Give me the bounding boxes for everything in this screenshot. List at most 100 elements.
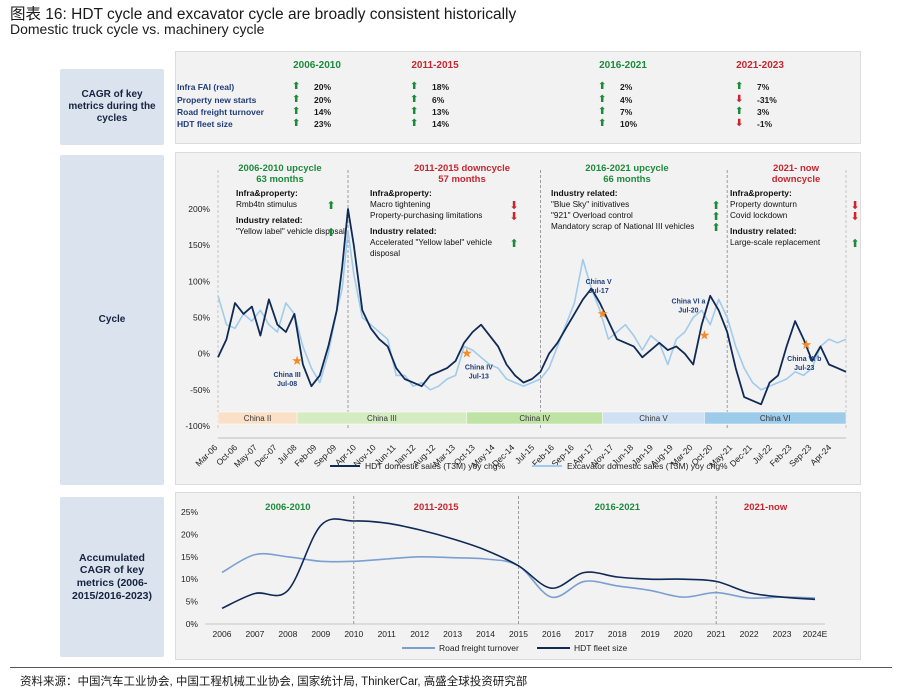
up-arrow-icon: ⬆ (711, 211, 720, 223)
x-tick-label: 2022 (740, 629, 759, 639)
x-tick-label: 2021 (707, 629, 726, 639)
x-tick-label: 2016 (542, 629, 561, 639)
metric-label: Property new starts (177, 95, 257, 105)
x-tick-label: Sep-09 (312, 442, 339, 469)
metric-value: 7% (620, 107, 633, 117)
standard-date: Jul-17 (588, 288, 608, 295)
y-tick-label: 0% (198, 349, 211, 359)
note-heading: Industry related: (551, 188, 618, 198)
emission-standard-star-icon: ★ (461, 346, 473, 361)
up-arrow-icon: ⬆ (410, 118, 419, 129)
up-arrow-icon: ⬆ (292, 81, 301, 92)
cagr-table-panel (175, 51, 861, 144)
legend-label-excavator: Excavator domestic sales (T3M) yoy chg% (567, 461, 728, 471)
note-heading: Infra&property: (236, 188, 298, 198)
period-header: 2021-now (744, 502, 788, 513)
emission-standard-star-icon: ★ (597, 306, 609, 321)
cycle-panel-label: Cycle (60, 155, 164, 485)
note-item: Macro tightening (370, 200, 431, 209)
up-arrow-icon: ⬆ (735, 81, 744, 92)
standard-date: Jul-20 (678, 308, 698, 315)
y-tick-label: 100% (188, 276, 210, 286)
y-tick-label: 0% (186, 619, 199, 629)
period-header: 2011-2015 (414, 502, 460, 513)
x-tick-label: 2019 (641, 629, 660, 639)
phase-title: 2021- now (773, 163, 820, 174)
x-tick-label: 2008 (278, 629, 297, 639)
metric-value: 13% (432, 107, 450, 117)
cagr-panel-label: CAGR of key metrics during the cycles (60, 69, 164, 145)
metric-value: -1% (757, 119, 773, 129)
period-header: 2006-2010 (265, 502, 310, 513)
accum-chart: 25% 20% 15% 10% 5% 0% 2006 2007 2008 2009 2010 2011… (181, 496, 828, 653)
up-arrow-icon: ⬆ (598, 94, 607, 105)
source-note: 资料来源：中国汽车工业协会, 中国工程机械工业协会, 国家统计局, Thinke… (20, 676, 528, 688)
y-tick-label: -100% (185, 421, 210, 431)
x-tick-label: 2024E (803, 629, 828, 639)
standard-date: Jul-08 (277, 381, 297, 388)
emission-band-label: China II (244, 414, 272, 423)
x-tick-label: 2017 (575, 629, 594, 639)
x-tick-label: Mar-06 (193, 442, 219, 468)
emission-band-label: China VI (760, 414, 791, 423)
up-arrow-icon: ⬆ (410, 106, 419, 117)
period-header: 2006-2010 (293, 60, 341, 71)
emission-band (704, 411, 847, 425)
y-tick-label: 10% (181, 574, 198, 584)
y-tick-label: 150% (188, 240, 210, 250)
excavator-sales-line (217, 229, 847, 391)
note-item: disposal (370, 249, 400, 258)
phase-duration: 57 months (438, 174, 486, 185)
x-tick-label: Dec-21 (728, 442, 755, 469)
x-tick-label: 2009 (311, 629, 330, 639)
phase-title: 2006-2010 upcycle (238, 163, 321, 174)
emission-standard-star-icon: ★ (291, 353, 303, 368)
figure-title: 图表 16: HDT cycle and excavator cycle are… (10, 6, 517, 23)
hdt-sales-line (217, 208, 847, 406)
y-tick-label: 50% (193, 313, 210, 323)
source-divider (10, 667, 892, 668)
up-arrow-icon: ⬆ (292, 94, 301, 105)
up-arrow-icon: ⬆ (410, 94, 419, 105)
y-tick-label: 20% (181, 529, 198, 539)
up-arrow-icon: ⬆ (410, 81, 419, 92)
up-arrow-icon: ⬆ (326, 200, 335, 212)
down-arrow-icon: ⬇ (509, 200, 518, 212)
metric-value: -31% (757, 95, 777, 105)
x-tick-label: 2023 (773, 629, 792, 639)
emission-standard-star-icon: ★ (699, 328, 711, 343)
up-arrow-icon: ⬆ (711, 200, 720, 212)
phase-duration: 63 months (256, 174, 304, 185)
note-heading: Industry related: (236, 215, 303, 225)
metric-value: 3% (757, 107, 770, 117)
metric-value: 7% (757, 82, 770, 92)
metric-value: 10% (620, 119, 638, 129)
note-heading: Infra&property: (370, 188, 432, 198)
phase-title: 2011-2015 downcycle (414, 163, 510, 174)
note-item: Mandatory scrap of National III vehicles (551, 222, 694, 231)
x-tick-label: 2013 (443, 629, 462, 639)
emission-band-label: China III (367, 414, 397, 423)
up-arrow-icon: ⬆ (326, 227, 335, 239)
metric-value: 4% (620, 95, 633, 105)
x-tick-label: Apr-24 (808, 442, 833, 467)
note-item: Property-purchasing limitations (370, 211, 482, 220)
standard-date: Jul-13 (469, 374, 489, 381)
period-header: 2021-2023 (736, 60, 784, 71)
note-item: Large-scale replacement (730, 238, 821, 247)
note-item: Rmb4tn stimulus (236, 200, 297, 209)
note-heading: Industry related: (730, 226, 797, 236)
y-tick-label: -50% (190, 385, 210, 395)
accum-chart-panel (175, 492, 861, 660)
up-arrow-icon: ⬆ (292, 106, 301, 117)
metric-value: 18% (432, 82, 450, 92)
period-header: 2011-2015 (411, 60, 459, 71)
phase-duration: downcycle (772, 174, 821, 185)
note-heading: Infra&property: (730, 188, 792, 198)
metric-value: 14% (432, 119, 450, 129)
up-arrow-icon: ⬆ (850, 238, 859, 250)
y-tick-label: 25% (181, 507, 198, 517)
figure-subtitle: Domestic truck cycle vs. machinery cycle (10, 21, 265, 37)
up-arrow-icon: ⬆ (509, 238, 518, 250)
down-arrow-icon: ⬇ (735, 94, 744, 105)
